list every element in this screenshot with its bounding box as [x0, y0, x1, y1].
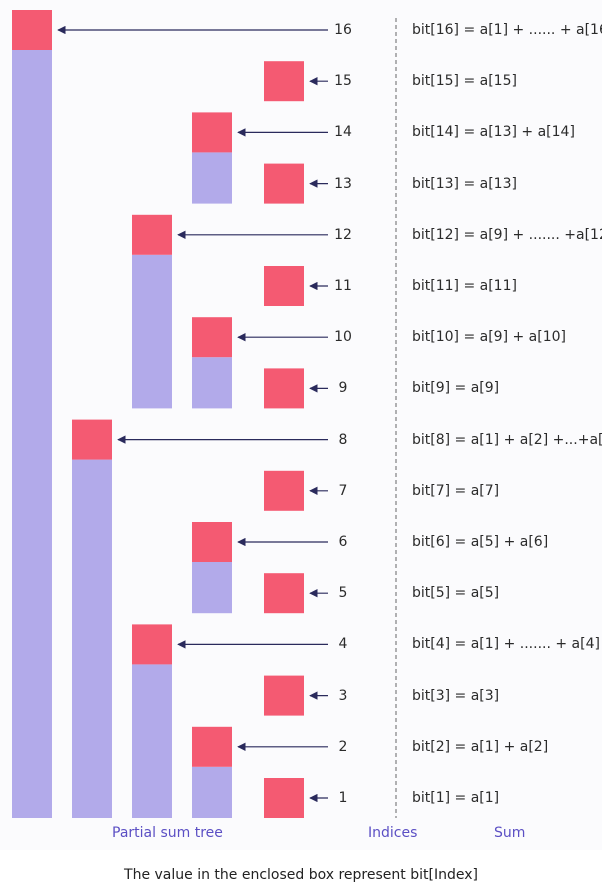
span-bar-10	[192, 357, 232, 409]
sum-label-13: bit[13] = a[13]	[412, 175, 517, 192]
enclosed-box-16	[12, 10, 52, 50]
enclosed-box-3	[264, 675, 304, 716]
enclosed-box-12	[132, 214, 172, 255]
span-bar-2	[192, 766, 232, 818]
sum-footer-label: Sum	[494, 825, 526, 841]
sum-label-15: bit[15] = a[15]	[412, 73, 517, 90]
sum-label-11: bit[11] = a[11]	[412, 278, 517, 294]
index-label-4: 4	[338, 636, 348, 653]
sum-label-16: bit[16] = a[1] + ...... + a[16]	[412, 22, 602, 38]
index-label-7: 7	[338, 482, 348, 499]
sum-label-10: bit[10] = a[9] + a[10]	[412, 329, 566, 346]
enclosed-box-7	[264, 470, 304, 511]
index-label-5: 5	[338, 585, 348, 602]
enclosed-box-1	[264, 778, 304, 818]
index-label-12: 12	[334, 226, 352, 243]
index-label-1: 1	[338, 790, 348, 806]
caption: The value in the enclosed box represent …	[124, 867, 478, 883]
sum-label-5: bit[5] = a[5]	[412, 585, 500, 602]
span-bar-4	[132, 664, 172, 818]
sum-label-14: bit[14] = a[13] + a[14]	[412, 124, 575, 141]
sum-label-8: bit[8] = a[1] + a[2] +...+a[8]	[412, 431, 602, 448]
span-bar-8	[72, 459, 112, 818]
enclosed-box-4	[132, 624, 172, 665]
sum-label-7: bit[7] = a[7]	[412, 482, 500, 499]
index-label-6: 6	[338, 534, 348, 550]
indices-footer-label: Indices	[368, 825, 418, 841]
span-bar-14	[192, 152, 232, 204]
index-label-2: 2	[338, 738, 348, 755]
sum-label-9: bit[9] = a[9]	[412, 380, 500, 397]
span-bar-16	[12, 50, 52, 818]
enclosed-box-11	[264, 266, 304, 306]
enclosed-box-2	[192, 726, 232, 767]
enclosed-box-5	[264, 573, 304, 614]
enclosed-box-8	[72, 419, 112, 460]
sum-label-12: bit[12] = a[9] + ....... +a[12]	[412, 226, 602, 243]
enclosed-box-15	[264, 61, 304, 102]
sum-label-6: bit[6] = a[5] + a[6]	[412, 534, 549, 550]
sum-label-3: bit[3] = a[3]	[412, 687, 500, 704]
index-label-16: 16	[334, 22, 352, 38]
enclosed-box-13	[264, 163, 304, 204]
index-label-11: 11	[334, 278, 352, 294]
index-label-3: 3	[338, 687, 348, 704]
span-bar-12	[132, 254, 172, 409]
index-label-14: 14	[334, 124, 352, 141]
span-bar-6	[192, 562, 232, 614]
index-label-15: 15	[334, 73, 352, 90]
sum-label-1: bit[1] = a[1]	[412, 790, 500, 806]
enclosed-box-10	[192, 317, 232, 358]
index-label-10: 10	[334, 329, 352, 346]
enclosed-box-6	[192, 522, 232, 562]
enclosed-box-14	[192, 112, 232, 153]
enclosed-box-9	[264, 368, 304, 409]
sum-label-4: bit[4] = a[1] + ....... + a[4]	[412, 636, 600, 653]
sum-label-2: bit[2] = a[1] + a[2]	[412, 738, 549, 755]
index-label-9: 9	[338, 380, 348, 397]
index-label-13: 13	[334, 175, 352, 192]
index-label-8: 8	[338, 431, 348, 448]
tree-footer-label: Partial sum tree	[112, 825, 223, 841]
